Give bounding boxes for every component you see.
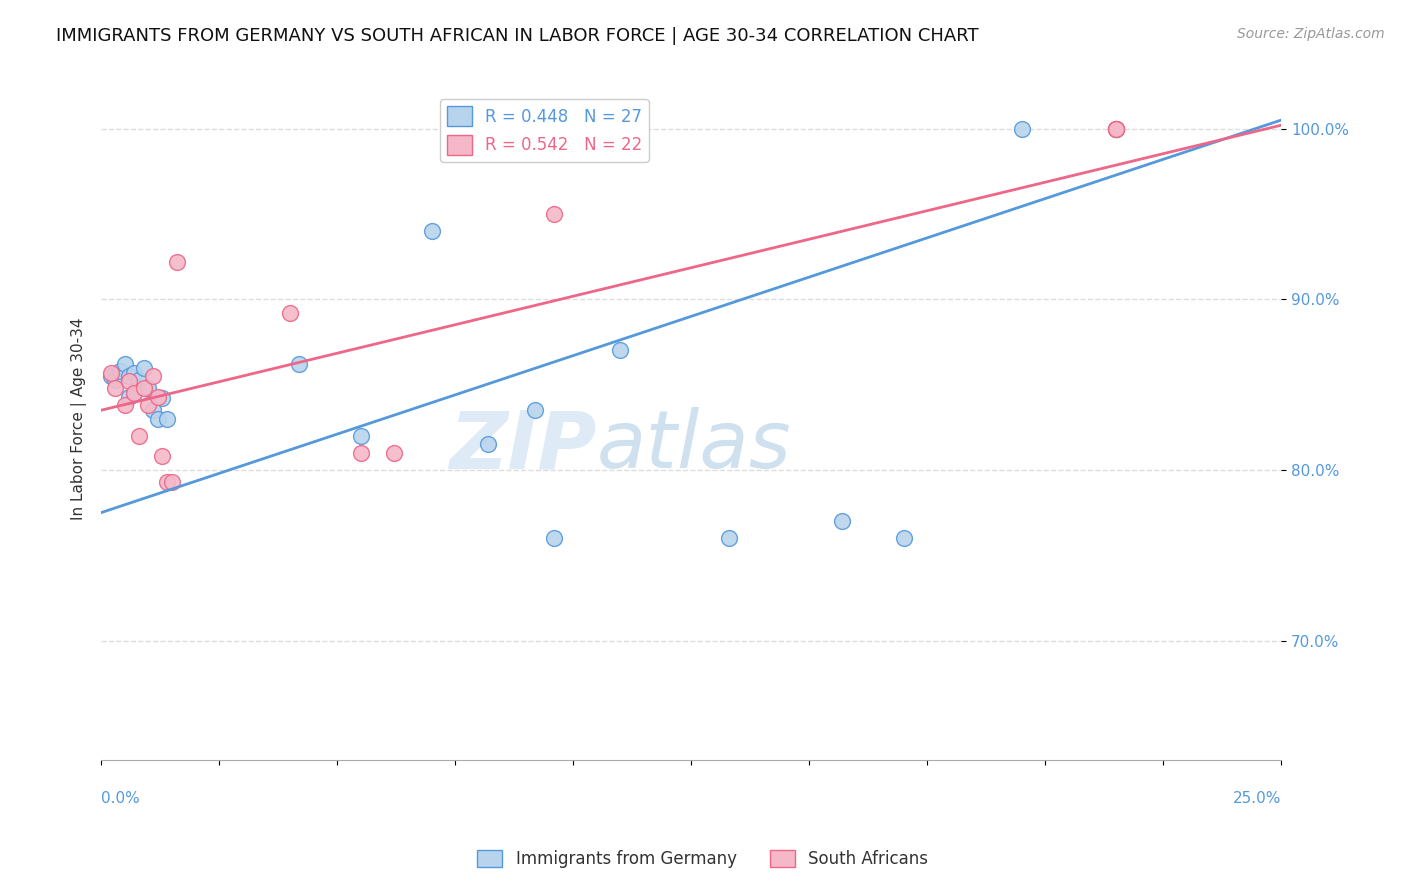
- Point: [142, 369, 165, 384]
- Point: [146, 390, 169, 404]
- Point: [128, 429, 150, 443]
- Point: [166, 254, 188, 268]
- Point: [156, 411, 179, 425]
- Point: [132, 360, 155, 375]
- Point: [543, 207, 565, 221]
- Point: [893, 531, 915, 545]
- Point: [1105, 121, 1128, 136]
- Point: [156, 475, 179, 489]
- Text: 0.0%: 0.0%: [101, 790, 139, 805]
- Point: [136, 398, 159, 412]
- Point: [152, 392, 174, 406]
- Point: [152, 450, 174, 464]
- Point: [1105, 121, 1128, 136]
- Point: [831, 514, 853, 528]
- Point: [122, 366, 145, 380]
- Point: [100, 366, 122, 380]
- Text: IMMIGRANTS FROM GERMANY VS SOUTH AFRICAN IN LABOR FORCE | AGE 30-34 CORRELATION : IMMIGRANTS FROM GERMANY VS SOUTH AFRICAN…: [56, 27, 979, 45]
- Point: [288, 357, 311, 371]
- Point: [543, 531, 565, 545]
- Point: [382, 446, 405, 460]
- Point: [350, 446, 373, 460]
- Point: [524, 403, 547, 417]
- Point: [132, 381, 155, 395]
- Text: Source: ZipAtlas.com: Source: ZipAtlas.com: [1237, 27, 1385, 41]
- Point: [477, 437, 499, 451]
- Point: [128, 372, 150, 386]
- Point: [142, 403, 165, 417]
- Point: [122, 386, 145, 401]
- Point: [122, 386, 145, 401]
- Point: [1105, 121, 1128, 136]
- Point: [100, 369, 122, 384]
- Point: [1011, 121, 1033, 136]
- Point: [136, 381, 159, 395]
- Point: [160, 475, 183, 489]
- Text: atlas: atlas: [596, 407, 792, 485]
- Point: [1105, 121, 1128, 136]
- Point: [104, 372, 127, 386]
- Point: [118, 390, 141, 404]
- Legend: R = 0.448   N = 27, R = 0.542   N = 22: R = 0.448 N = 27, R = 0.542 N = 22: [440, 99, 648, 161]
- Point: [420, 224, 443, 238]
- Point: [278, 306, 301, 320]
- Point: [1105, 121, 1128, 136]
- Legend: Immigrants from Germany, South Africans: Immigrants from Germany, South Africans: [471, 843, 935, 875]
- Point: [104, 381, 127, 395]
- Point: [350, 429, 373, 443]
- Point: [118, 374, 141, 388]
- Point: [717, 531, 740, 545]
- Point: [609, 343, 631, 358]
- Point: [118, 369, 141, 384]
- Point: [146, 411, 169, 425]
- Point: [108, 364, 131, 378]
- Point: [114, 398, 136, 412]
- Text: ZIP: ZIP: [450, 407, 596, 485]
- Point: [114, 357, 136, 371]
- Text: 25.0%: 25.0%: [1233, 790, 1281, 805]
- Y-axis label: In Labor Force | Age 30-34: In Labor Force | Age 30-34: [72, 318, 87, 520]
